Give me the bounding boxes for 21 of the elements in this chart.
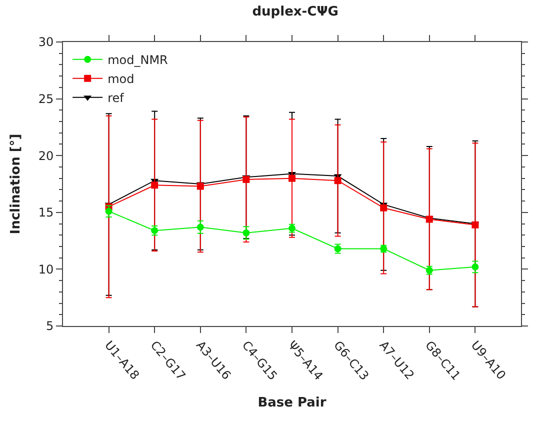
point: [472, 263, 479, 270]
point: [334, 177, 342, 184]
x-axis-title: Base Pair: [258, 395, 327, 410]
y-tick-label: 30: [38, 35, 54, 50]
y-axis-title: Inclination [°]: [8, 134, 24, 234]
point: [196, 224, 204, 231]
y-tick-label: 5: [46, 319, 54, 334]
legend-label: mod_NMR: [108, 53, 168, 68]
point: [151, 182, 158, 189]
y-tick-label: 20: [38, 148, 54, 163]
point: [196, 182, 204, 190]
legend-label: mod: [108, 72, 134, 86]
point: [380, 204, 388, 212]
point: [105, 208, 112, 215]
chart-title: duplex-CΨG: [252, 4, 338, 20]
y-tick-label: 10: [38, 262, 54, 276]
point: [242, 229, 250, 236]
point: [288, 174, 296, 182]
y-tick-label: 25: [38, 92, 54, 106]
y-tick-label: 15: [38, 206, 54, 220]
legend-label: ref: [108, 91, 125, 106]
